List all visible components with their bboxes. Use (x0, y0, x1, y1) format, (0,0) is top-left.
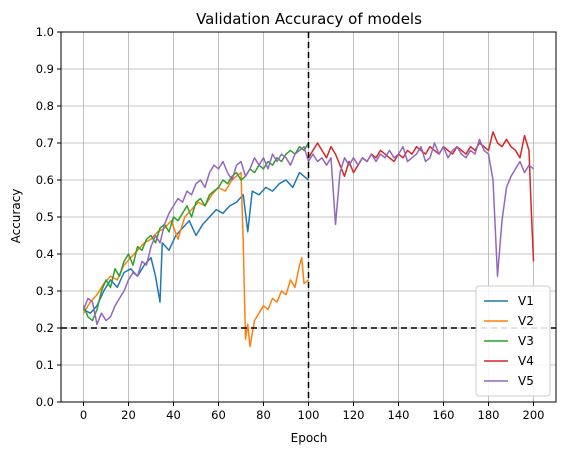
x-tick-label: 100 (298, 408, 320, 422)
x-tick-label: 120 (343, 408, 365, 422)
x-tick-label: 40 (166, 408, 181, 422)
x-tick-label: 60 (211, 408, 226, 422)
x-tick-label: 180 (478, 408, 500, 422)
series-line-v3 (82, 142, 310, 322)
series-line-v1 (83, 171, 309, 314)
series-line-v5 (82, 138, 534, 326)
legend-label-v5: V5 (518, 374, 534, 388)
y-axis-label: Accuracy (9, 189, 23, 244)
x-tick-label: 140 (388, 408, 410, 422)
legend-label-v2: V2 (518, 314, 534, 328)
legend-label-v3: V3 (518, 334, 534, 348)
x-tick-label: 80 (256, 408, 271, 422)
y-tick-label: 0.8 (36, 99, 54, 113)
y-tick-label: 0.9 (36, 62, 54, 76)
x-axis-label: Epoch (291, 431, 328, 445)
y-tick-label: 1.0 (36, 25, 54, 39)
y-tick-label: 0.5 (36, 210, 54, 224)
y-tick-label: 0.4 (36, 247, 54, 261)
x-axis: 0 20 40 60 80 100 120 140 160 180 200 (80, 402, 545, 422)
legend-label-v4: V4 (518, 354, 534, 368)
chart-title: Validation Accuracy of models (196, 10, 422, 28)
x-tick-label: 200 (523, 408, 545, 422)
y-tick-label: 0.6 (36, 173, 54, 187)
y-tick-label: 0.2 (36, 321, 54, 335)
x-tick-label: 160 (433, 408, 455, 422)
series-line-v2 (82, 171, 309, 348)
legend-label-v1: V1 (518, 294, 534, 308)
y-tick-label: 0.0 (36, 395, 54, 409)
y-tick-label: 0.3 (36, 284, 54, 298)
x-tick-label: 20 (121, 408, 136, 422)
legend: V1 V2 V3 V4 V5 (475, 285, 551, 397)
legend-box (475, 285, 551, 397)
reference-lines (61, 32, 556, 402)
series-layer (82, 131, 535, 348)
y-tick-label: 0.1 (36, 358, 54, 372)
y-tick-label: 0.7 (36, 136, 54, 150)
y-axis: 0.0 0.1 0.2 0.3 0.4 0.5 0.6 0.7 0.8 0.9 1.0 (36, 25, 61, 409)
x-tick-label: 0 (80, 408, 87, 422)
